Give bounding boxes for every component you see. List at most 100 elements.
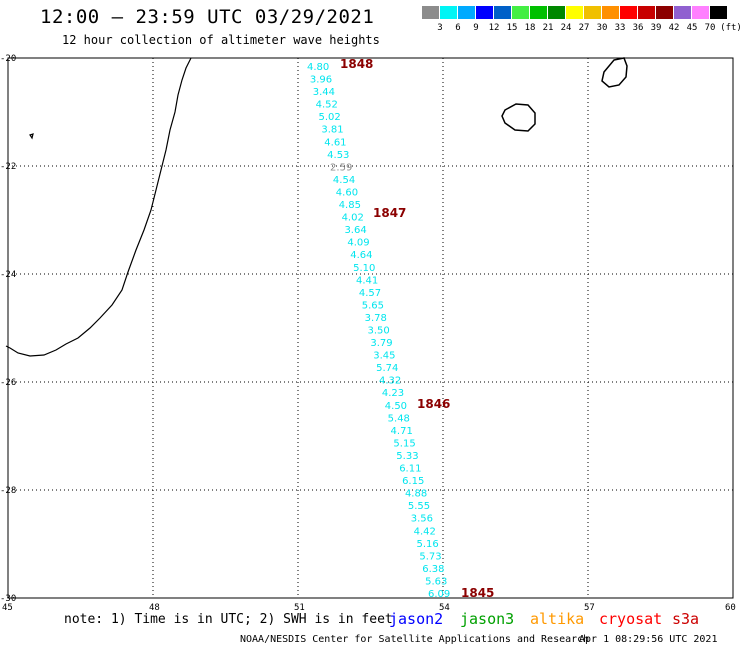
legend-swatch (458, 6, 475, 19)
swh-value: 6.09 (428, 589, 450, 600)
issued-timestamp: Apr 1 08:29:56 UTC 2021 (579, 634, 718, 645)
swh-value: 6.38 (422, 564, 444, 575)
swh-value: 4.53 (327, 150, 349, 161)
legend-swatch (494, 6, 511, 19)
small-islet (29, 133, 34, 140)
swh-value: 4.52 (316, 100, 338, 111)
swh-value: 5.74 (376, 363, 398, 374)
swh-value: 4.42 (414, 526, 436, 537)
legend-label: 45 (686, 23, 698, 33)
legend-label: (ft) (720, 23, 740, 33)
swh-value: 4.60 (336, 187, 358, 198)
swh-value: 4.09 (347, 238, 369, 249)
swh-value: 4.02 (342, 213, 364, 224)
swh-value: 3.56 (411, 514, 433, 525)
legend-label: 18 (524, 23, 536, 33)
longitude-tick-label: 57 (584, 603, 595, 613)
swh-value: 5.02 (319, 112, 341, 123)
mauritius-island (601, 57, 628, 88)
longitude-tick-label: 54 (439, 603, 450, 613)
swh-value: 5.65 (362, 300, 384, 311)
swh-value: 3.44 (313, 87, 335, 98)
swh-value: 3.50 (368, 326, 390, 337)
swh-value: 4.85 (339, 200, 361, 211)
longitude-tick-label: 45 (2, 603, 13, 613)
swh-value: 4.57 (359, 288, 381, 299)
swh-value: 5.10 (353, 263, 375, 274)
swh-value: 4.71 (391, 426, 413, 437)
swh-value: 4.88 (405, 489, 427, 500)
legend-label: 70 (704, 23, 716, 33)
reunion-island (501, 103, 536, 132)
axis-tick-labels: 45 48 51 54 57 60 -20 -22 -24 -26 -28 -30 (0, 54, 736, 613)
legend-label: 33 (614, 23, 626, 33)
pass-time-labels: 1848 1847 1846 1845 (340, 57, 494, 600)
swh-value: 3.64 (344, 225, 366, 236)
map-frame (7, 57, 734, 599)
swh-value: 4.61 (324, 137, 346, 148)
legend-swatch (440, 6, 457, 19)
legend-swatch (476, 6, 493, 19)
swh-value: 2.59 (330, 162, 352, 173)
legend-label: 27 (578, 23, 590, 33)
swh-value: 3.81 (321, 125, 343, 136)
swh-value: 3.79 (370, 338, 392, 349)
swh-value: 5.15 (393, 438, 415, 449)
altimeter-track: 4.80 3.963.44 4.525.02 3.814.61 4.532.59 4.54… (307, 62, 450, 600)
legend-swatch (566, 6, 583, 19)
swh-value: 4.54 (333, 175, 355, 186)
legend-label: 6 (455, 23, 461, 33)
pass-time-label: 1845 (461, 586, 494, 600)
latitude-tick-label: -30 (0, 594, 16, 604)
legend-label: 36 (632, 23, 644, 33)
credit-text: NOAA/NESDIS Center for Satellite Applica… (240, 634, 590, 645)
pass-time-label: 1847 (373, 206, 406, 220)
legend-label: 24 (560, 23, 572, 33)
chart-subtitle: 12 hour collection of altimeter wave hei… (62, 33, 380, 47)
swh-value: 5.48 (388, 413, 410, 424)
legend-swatch (656, 6, 673, 19)
coastline (5, 57, 628, 357)
longitude-tick-label: 48 (149, 603, 160, 613)
swh-value: 4.80 (307, 62, 329, 73)
legend-label: 12 (488, 23, 500, 33)
longitude-tick-label: 60 (725, 603, 736, 613)
legend-swatch (620, 6, 637, 19)
latitude-tick-label: -24 (0, 270, 16, 280)
latitude-tick-label: -26 (0, 378, 16, 388)
swh-value: 3.96 (310, 75, 332, 86)
swh-value: 4.23 (382, 388, 404, 399)
longitude-tick-label: 51 (294, 603, 305, 613)
legend-swatch (710, 6, 727, 19)
swh-value: 4.32 (379, 376, 401, 387)
legend-label: 3 (437, 23, 443, 33)
latitude-tick-label: -20 (0, 54, 16, 64)
map-grid (7, 57, 734, 599)
pass-time-label: 1846 (417, 397, 450, 411)
legend-label: 39 (650, 23, 662, 33)
latitude-tick-label: -22 (0, 162, 16, 172)
swh-value: 6.11 (399, 464, 421, 475)
swh-value: 4.41 (356, 275, 378, 286)
satellite-name: s3a (672, 610, 700, 628)
satellite-name: jason3 (460, 610, 515, 628)
swh-value: 3.78 (365, 313, 387, 324)
legend-swatch (548, 6, 565, 19)
madagascar-coast (5, 57, 192, 357)
satellite-name: jason2 (389, 610, 444, 628)
legend-swatch (530, 6, 547, 19)
legend-label: 30 (596, 23, 608, 33)
satellite-name: cryosat (599, 610, 663, 628)
legend-swatch (512, 6, 529, 19)
swh-value: 4.50 (385, 401, 407, 412)
legend-swatch (602, 6, 619, 19)
swh-value: 5.55 (408, 501, 430, 512)
swh-value: 5.16 (416, 539, 438, 550)
legend-label: 42 (668, 23, 680, 33)
chart-title: 12:00 – 23:59 UTC 03/29/2021 (40, 6, 375, 28)
legend-swatch (422, 6, 439, 19)
swh-value: 3.45 (373, 351, 395, 362)
swh-value: 4.64 (350, 250, 372, 261)
swh-value: 5.63 (425, 576, 447, 587)
legend-swatch (638, 6, 655, 19)
